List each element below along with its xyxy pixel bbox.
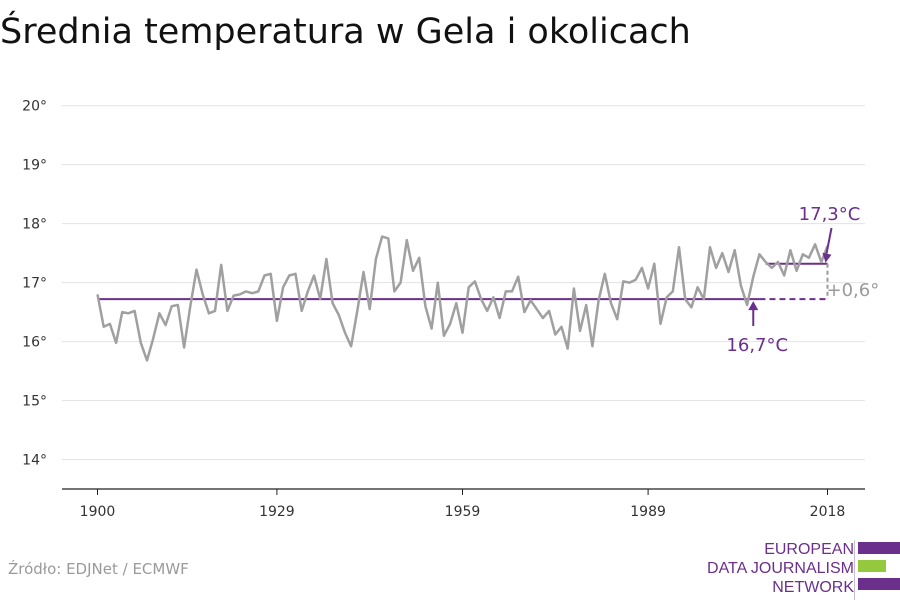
y-tick-label: 14° [22,453,47,469]
logo-line-1: EUROPEAN [764,541,854,558]
y-tick-label: 18° [22,217,47,233]
logo-divider [854,540,855,600]
recent-arrow-shaft [825,227,833,254]
x-tick-label: 1929 [259,504,295,520]
recent-arrow-head [822,252,832,263]
y-tick-label: 16° [22,335,47,351]
logo-bar-purple-bottom [858,578,900,590]
delta-label: +0,6° [827,280,880,301]
baseline-average-label: 16,7°C [726,335,788,356]
grid-lines [62,105,865,461]
logo-line-2: DATA JOURNALISM [707,560,854,577]
x-tick-label: 1900 [80,504,116,520]
logo-line-3: NETWORK [772,579,854,596]
y-tick-label: 19° [22,158,47,174]
edjnet-logo: EUROPEAN DATA JOURNALISM NETWORK [707,540,900,600]
x-axis: 1900 1929 1959 1989 2018 [62,488,865,520]
recent-average-label: 17,3°C [799,204,861,225]
series-layer [96,235,829,362]
x-tick-label: 2018 [810,504,846,520]
logo-text: EUROPEAN DATA JOURNALISM NETWORK [707,540,854,597]
source-note: Źródło: EDJNet / ECMWF [8,560,189,578]
y-axis-labels: 14° 15° 16° 17° 18° 19° 20° [22,99,47,469]
y-tick-label: 15° [22,394,47,410]
y-tick-label: 20° [22,99,47,115]
x-tick-label: 1959 [445,504,481,520]
reference-lines [97,262,829,301]
chart-title: Średnia temperatura w Gela i okolicach [0,12,691,52]
x-tick-label: 1989 [630,504,666,520]
logo-bar-purple-top [858,542,900,554]
y-tick-label: 17° [22,276,47,292]
annotations: 17,3°C +0,6° 16,7°C [726,204,879,356]
temperature-series-line [96,235,829,362]
baseline-arrow-head [748,301,759,311]
logo-bar-green [858,560,886,572]
